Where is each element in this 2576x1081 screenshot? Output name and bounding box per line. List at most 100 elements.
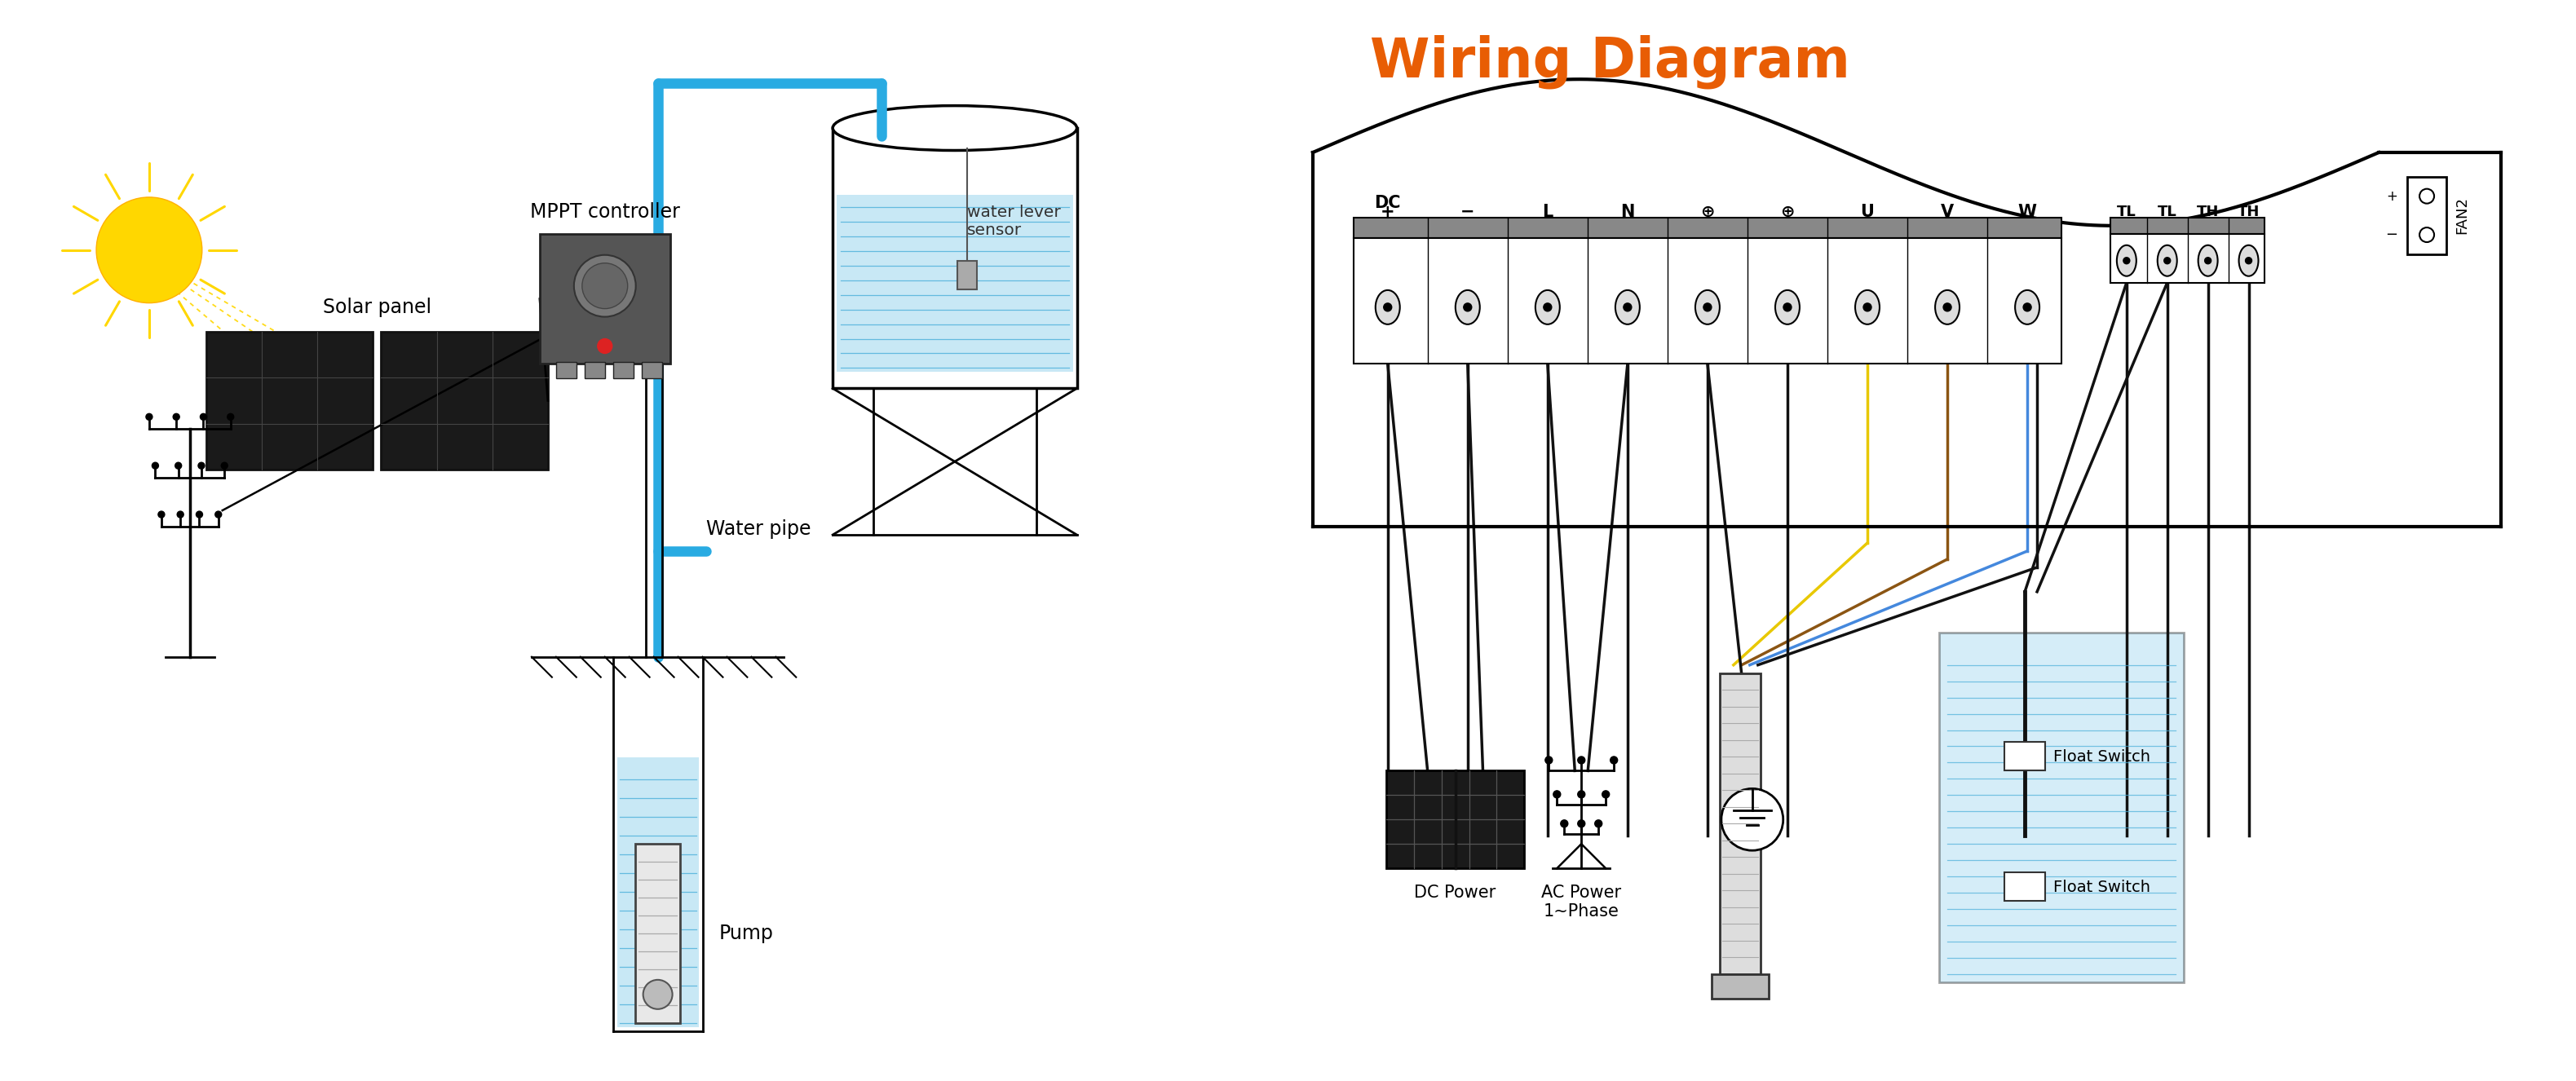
Text: ⊕: ⊕ bbox=[1780, 203, 1795, 219]
Circle shape bbox=[2419, 189, 2434, 203]
Text: U: U bbox=[1860, 203, 1875, 219]
Circle shape bbox=[2205, 257, 2210, 264]
Ellipse shape bbox=[2197, 245, 2218, 276]
Bar bbox=[837, 195, 1072, 372]
Circle shape bbox=[152, 463, 160, 469]
Circle shape bbox=[1721, 789, 1783, 851]
Circle shape bbox=[196, 511, 204, 518]
Circle shape bbox=[2022, 303, 2032, 311]
Text: DC: DC bbox=[1376, 195, 1401, 211]
Circle shape bbox=[1561, 820, 1569, 827]
Circle shape bbox=[222, 463, 227, 469]
Ellipse shape bbox=[2159, 245, 2177, 276]
Text: Water pipe: Water pipe bbox=[706, 519, 811, 538]
Circle shape bbox=[1862, 303, 1870, 311]
Circle shape bbox=[2246, 257, 2251, 264]
Ellipse shape bbox=[1695, 290, 1721, 324]
Bar bbox=[381, 332, 549, 470]
Bar bbox=[2004, 743, 2045, 771]
Text: −: − bbox=[2385, 227, 2398, 242]
Bar bbox=[618, 758, 698, 1027]
Bar bbox=[1352, 238, 2061, 364]
Bar bbox=[2004, 872, 2045, 900]
Circle shape bbox=[198, 463, 204, 469]
Circle shape bbox=[1595, 820, 1602, 827]
Bar bbox=[2110, 217, 2264, 233]
Bar bbox=[641, 362, 662, 378]
Circle shape bbox=[1577, 790, 1584, 798]
Bar bbox=[206, 332, 374, 470]
Text: W: W bbox=[2017, 203, 2038, 219]
Bar bbox=[541, 233, 670, 364]
Ellipse shape bbox=[1455, 290, 1479, 324]
Text: Wiring Diagram: Wiring Diagram bbox=[1370, 35, 1850, 89]
Bar bbox=[1721, 673, 1759, 974]
Ellipse shape bbox=[832, 106, 1077, 150]
Text: N: N bbox=[1620, 203, 1636, 219]
Text: V: V bbox=[1940, 203, 1955, 219]
Circle shape bbox=[1783, 303, 1790, 311]
Circle shape bbox=[227, 414, 234, 421]
Ellipse shape bbox=[1615, 290, 1641, 324]
Circle shape bbox=[1546, 757, 1553, 764]
Circle shape bbox=[1610, 757, 1618, 764]
Circle shape bbox=[173, 414, 180, 421]
Text: water lever
sensor: water lever sensor bbox=[966, 204, 1061, 238]
Circle shape bbox=[157, 511, 165, 518]
Circle shape bbox=[175, 463, 180, 469]
Circle shape bbox=[1577, 820, 1584, 827]
Circle shape bbox=[1623, 303, 1631, 311]
Circle shape bbox=[2419, 227, 2434, 242]
Bar bbox=[556, 362, 577, 378]
Ellipse shape bbox=[2239, 245, 2259, 276]
Text: TL: TL bbox=[2117, 204, 2136, 219]
Circle shape bbox=[147, 414, 152, 421]
Circle shape bbox=[214, 511, 222, 518]
Circle shape bbox=[201, 414, 206, 421]
Bar bbox=[958, 261, 976, 289]
Circle shape bbox=[1553, 790, 1561, 798]
Ellipse shape bbox=[2117, 245, 2136, 276]
Circle shape bbox=[178, 511, 183, 518]
Text: DC Power: DC Power bbox=[1414, 884, 1497, 900]
Text: FAN2: FAN2 bbox=[2455, 197, 2470, 235]
Text: TH: TH bbox=[2197, 204, 2218, 219]
Bar bbox=[636, 844, 680, 1023]
Circle shape bbox=[574, 255, 636, 317]
Ellipse shape bbox=[1535, 290, 1561, 324]
Circle shape bbox=[2164, 257, 2172, 264]
Text: TH: TH bbox=[2239, 204, 2259, 219]
Circle shape bbox=[582, 263, 629, 309]
Text: +: + bbox=[1381, 203, 1394, 219]
Bar bbox=[2409, 177, 2447, 254]
Text: +: + bbox=[2385, 189, 2398, 203]
Bar bbox=[1352, 217, 2061, 238]
Text: TL: TL bbox=[2159, 204, 2177, 219]
Text: Solar panel: Solar panel bbox=[322, 297, 430, 317]
Text: MPPT controller: MPPT controller bbox=[531, 202, 680, 222]
Circle shape bbox=[1463, 303, 1471, 311]
Bar bbox=[1386, 771, 1525, 868]
Bar bbox=[2110, 233, 2264, 282]
Text: L: L bbox=[1543, 203, 1553, 219]
Text: Float Switch: Float Switch bbox=[2053, 879, 2151, 895]
Bar bbox=[1710, 974, 1770, 999]
Circle shape bbox=[1942, 303, 1953, 311]
Bar bbox=[613, 362, 634, 378]
Circle shape bbox=[1543, 303, 1551, 311]
Circle shape bbox=[2123, 257, 2130, 264]
Ellipse shape bbox=[1775, 290, 1801, 324]
Text: Float Switch: Float Switch bbox=[2053, 749, 2151, 764]
Text: AC Power
1~Phase: AC Power 1~Phase bbox=[1540, 884, 1620, 920]
Ellipse shape bbox=[1935, 290, 1960, 324]
Text: ⊕: ⊕ bbox=[1700, 203, 1716, 219]
Bar bbox=[832, 128, 1077, 388]
Ellipse shape bbox=[2014, 290, 2040, 324]
Ellipse shape bbox=[1376, 290, 1399, 324]
Text: Pump: Pump bbox=[719, 923, 773, 944]
Circle shape bbox=[1602, 790, 1610, 798]
Text: −: − bbox=[1461, 203, 1476, 219]
Circle shape bbox=[644, 979, 672, 1009]
Bar bbox=[585, 362, 605, 378]
Bar bbox=[1940, 632, 2184, 983]
